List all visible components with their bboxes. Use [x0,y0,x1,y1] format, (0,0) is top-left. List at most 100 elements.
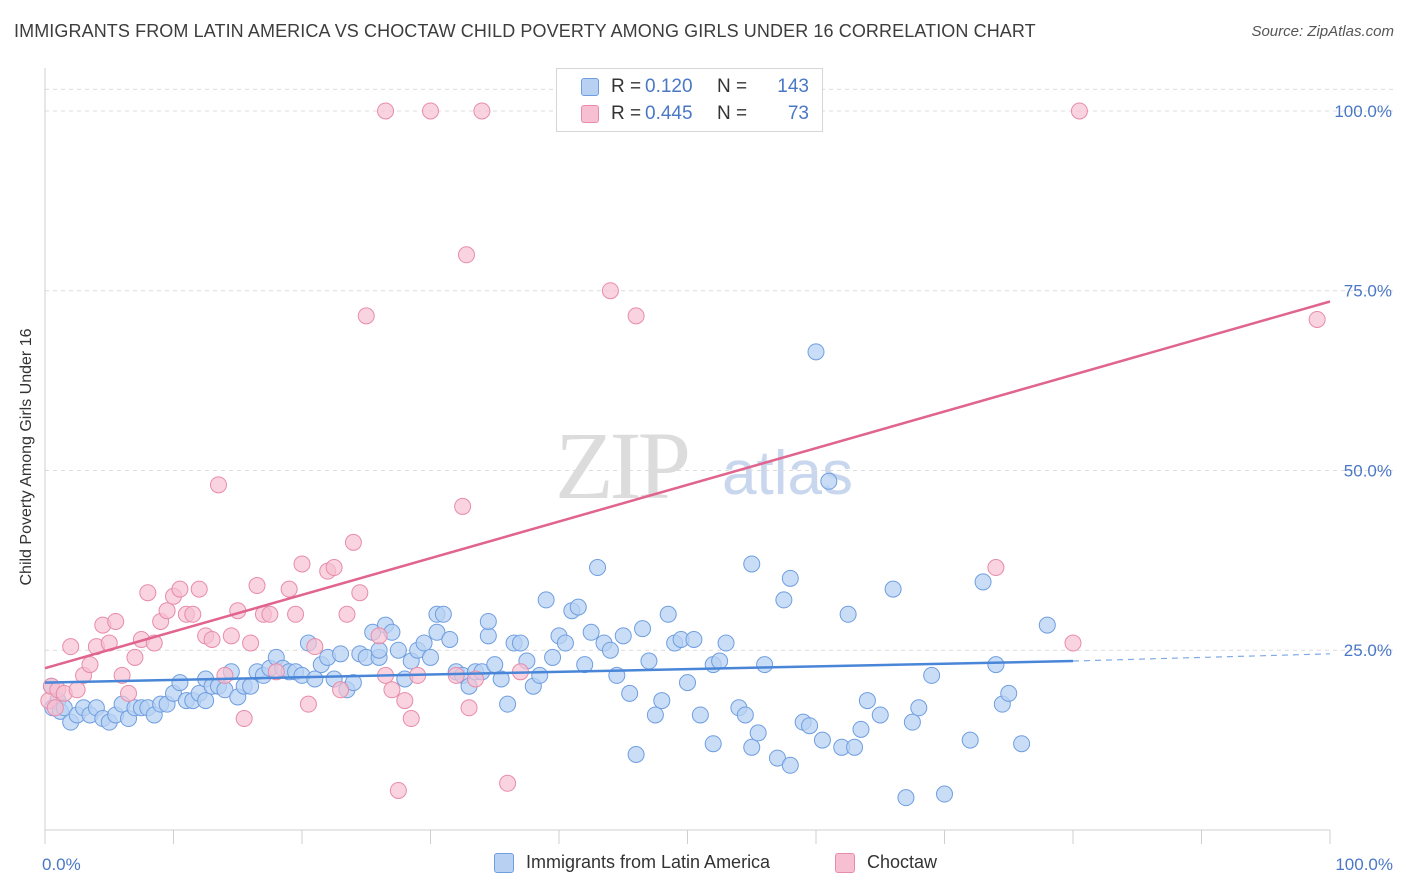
data-point-choctaw [377,102,395,120]
data-point-immigrants [171,674,189,692]
data-point-choctaw [383,681,401,699]
data-point-immigrants [679,674,696,692]
data-point-immigrants [621,684,639,702]
data-point-immigrants [717,634,735,652]
data-point-choctaw [1308,310,1326,328]
data-point-choctaw [627,307,645,325]
data-point-choctaw [396,692,414,710]
data-point-immigrants [858,692,876,710]
data-point-immigrants [511,634,529,652]
y-tick-label: 50.0% [1344,461,1392,480]
data-point-immigrants [306,670,324,688]
data-point-immigrants [242,677,260,695]
legend-row-choctaw: R = 0.445 N = 73 [581,102,809,126]
data-point-choctaw [248,577,266,595]
data-point-choctaw [107,612,125,630]
data-point-choctaw [267,663,285,681]
data-point-choctaw [1070,102,1088,120]
data-point-immigrants [1013,735,1031,753]
y-tick-label: 25.0% [1344,641,1392,660]
data-point-immigrants [640,652,658,670]
data-point-immigrants [775,591,793,609]
data-point-choctaw [46,699,64,717]
data-point-immigrants [974,573,992,591]
data-point-immigrants [634,620,652,638]
legend-label-choctaw: Choctaw [867,852,938,872]
data-point-choctaw [402,710,420,728]
data-point-choctaw [209,476,227,494]
data-point-choctaw [370,627,388,645]
r-value: 0.445 [645,103,693,124]
data-point-immigrants [601,641,619,659]
data-point-choctaw [389,781,407,799]
data-point-immigrants [923,666,941,684]
data-point-immigrants [569,598,587,616]
data-point-choctaw [171,580,189,598]
data-point-choctaw [1064,634,1082,652]
x-tick-label: 0.0% [42,855,81,874]
data-point-immigrants [781,756,799,774]
data-point-immigrants [370,641,388,659]
data-point-choctaw [184,605,202,623]
data-point-immigrants [344,674,362,692]
legend-swatch-blue [581,78,599,96]
data-point-immigrants [492,670,510,688]
legend-item-immigrants[interactable]: Immigrants from Latin America [494,852,770,873]
data-point-choctaw [422,102,439,120]
r-key: R = [611,103,642,124]
data-point-choctaw [62,638,80,656]
data-point-choctaw [287,605,305,623]
data-point-choctaw [293,555,311,573]
data-point-immigrants [197,692,215,710]
trend-line-immigrants [44,659,1074,684]
data-point-choctaw [299,695,317,713]
data-point-immigrants [846,738,864,756]
data-point-immigrants [691,706,709,724]
data-point-immigrants [479,627,497,645]
legend-row-immigrants: R = 0.120 N = 143 [581,75,809,99]
data-point-choctaw [332,681,350,699]
data-point-choctaw [139,584,157,602]
r-value: 0.120 [645,76,693,97]
data-point-choctaw [280,580,298,598]
data-point-immigrants [711,652,729,670]
data-point-immigrants [903,713,921,731]
data-point-choctaw [987,559,1005,577]
data-point-choctaw [68,681,86,699]
data-point-immigrants [614,627,632,645]
data-point-choctaw [203,630,221,648]
legend-label-immigrants: Immigrants from Latin America [526,852,771,872]
data-point-immigrants [556,634,574,652]
data-point-immigrants [486,656,504,674]
n-value: 73 [787,103,809,124]
data-point-immigrants [756,656,774,674]
data-point-immigrants [1000,684,1018,702]
data-point-choctaw [235,710,253,728]
data-point-choctaw [216,666,234,684]
data-point-immigrants [807,343,825,361]
data-point-choctaw [222,627,240,645]
data-point-immigrants [884,580,902,598]
data-point-immigrants [544,648,562,666]
axes [44,68,1331,844]
data-point-immigrants [768,749,786,767]
data-point-choctaw [473,102,491,120]
grid-lines [45,88,1393,651]
data-point-immigrants [659,605,677,623]
data-point-choctaw [454,497,472,515]
data-point-choctaw [158,602,176,620]
legend-item-choctaw[interactable]: Choctaw [835,852,937,873]
data-point-immigrants [743,555,761,573]
watermark-zip: ZIP [555,412,691,519]
data-point-immigrants [1038,616,1056,634]
data-point-immigrants [871,706,889,724]
tick-labels: 25.0% 50.0% 75.0% 100.0% 0.0% 100.0% [42,102,1393,874]
data-point-immigrants [537,591,555,609]
data-point-choctaw [357,307,375,325]
data-point-choctaw [120,684,138,702]
data-point-immigrants [936,785,953,803]
x-tick-label: 100.0% [1335,855,1393,874]
data-point-immigrants [576,656,594,674]
y-tick-label: 100.0% [1334,102,1392,121]
